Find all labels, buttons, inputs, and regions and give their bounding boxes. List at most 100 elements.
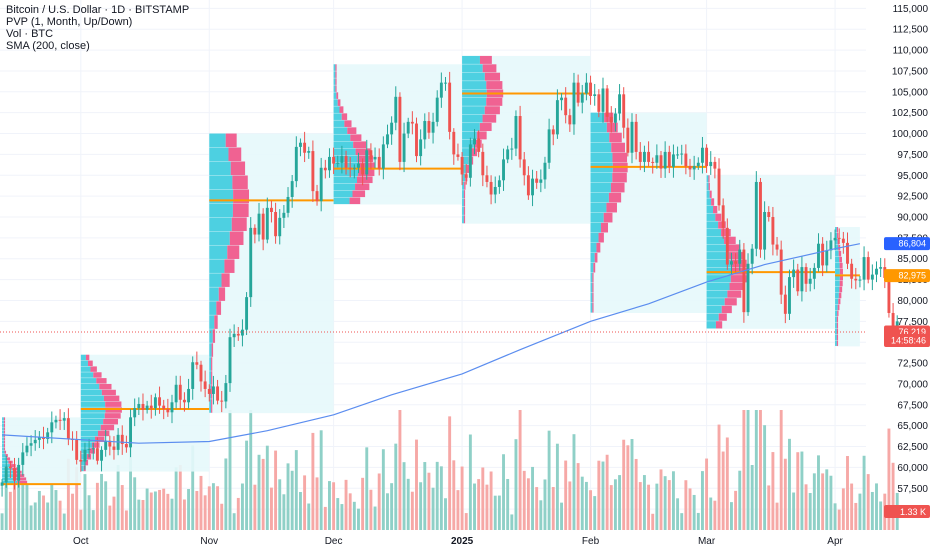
candle-body	[427, 121, 431, 133]
candle-body	[448, 82, 452, 132]
volume-bar	[236, 497, 240, 530]
volume-bar	[75, 466, 79, 530]
volume-bar	[269, 487, 273, 530]
volume-profile-row-up	[835, 340, 837, 346]
volume-bar	[257, 454, 261, 530]
volume-bar	[464, 513, 468, 530]
candle-body	[8, 466, 12, 469]
volume-profile-row-down	[731, 267, 748, 275]
candle-body	[100, 449, 103, 461]
candle-body	[253, 227, 257, 235]
volume-bar	[539, 500, 543, 530]
volume-profile-row-up	[462, 72, 485, 81]
volume-bar	[502, 454, 505, 530]
volume-bar	[348, 493, 352, 530]
volume-profile-row-up	[2, 440, 4, 444]
volume-profile-row-down	[726, 244, 741, 252]
volume-bar	[448, 416, 452, 530]
volume-profile-row-up	[80, 366, 91, 372]
volume-bar	[419, 482, 423, 530]
candle-body	[286, 196, 290, 213]
volume-bar	[402, 462, 406, 530]
volume-profile-row-up	[706, 205, 714, 214]
volume-profile-row-up	[590, 262, 594, 273]
volume-profile-row-up	[706, 182, 709, 191]
volume-profile-row-up	[209, 399, 212, 413]
volume-profile-row-down	[6, 457, 11, 461]
volume-bar	[456, 490, 460, 530]
time-axis-label: Dec	[325, 536, 343, 547]
volume-bar	[817, 455, 820, 530]
volume-profile-row-up	[80, 430, 98, 437]
volume-bar	[439, 466, 443, 530]
volume-bar	[253, 484, 257, 530]
candle-body	[66, 418, 70, 440]
volume-bar	[692, 494, 696, 530]
candle-body	[717, 168, 721, 206]
volume-profile-row-up	[209, 175, 233, 190]
candle-body	[713, 161, 717, 169]
candle-body	[365, 150, 369, 175]
candle-body	[361, 163, 365, 175]
candle-body	[680, 153, 684, 155]
volume-profile-row-up	[706, 267, 732, 275]
volume-bar	[763, 425, 767, 530]
candle-body	[725, 227, 729, 265]
price-axis-label: 115,000	[893, 4, 929, 15]
volume-profile-row-up	[835, 244, 839, 251]
volume-profile-row-up	[80, 378, 97, 384]
volume-bar	[211, 483, 215, 530]
volume-bar	[216, 486, 220, 530]
legend-sma-indicator[interactable]: SMA (200, close)	[6, 40, 90, 52]
candle-body	[373, 156, 377, 160]
volume-profile-row-down	[592, 292, 594, 303]
candle-body	[825, 250, 829, 266]
volume-profile-row-down	[727, 290, 742, 298]
volume-bar	[203, 495, 207, 530]
volume-bar	[779, 410, 783, 530]
candle-body	[754, 181, 758, 249]
legend-volume-indicator[interactable]: Vol · BTC	[6, 28, 54, 40]
volume-bar	[158, 489, 162, 530]
candle-body	[21, 452, 25, 465]
candle-body	[555, 100, 559, 135]
volume-profile-row-up	[209, 287, 219, 301]
candle-body	[352, 167, 356, 169]
candle-body	[33, 439, 37, 444]
candle-body	[800, 267, 804, 292]
candle-body	[655, 155, 659, 163]
volume-profile-row-down	[105, 407, 122, 413]
volume-bar	[410, 491, 414, 530]
volume-bar	[676, 498, 680, 530]
volume-bar	[713, 500, 717, 530]
volume-bar	[792, 492, 796, 530]
volume-bar	[584, 481, 588, 530]
volume-profile-row-down	[225, 133, 237, 148]
candle-body	[419, 139, 423, 157]
legend-symbol[interactable]: Bitcoin / U.S. Dollar · 1D · BITSTAMP	[6, 4, 190, 16]
candle-body	[37, 437, 41, 440]
candle-body	[829, 240, 833, 251]
price-axis: 55,00057,50060,00062,50065,00067,50070,0…	[892, 4, 929, 516]
volume-profile-row-up	[462, 190, 464, 199]
chart-legend: Bitcoin / U.S. Dollar · 1D · BITSTAMP PV…	[6, 4, 189, 52]
volume-bar	[332, 482, 336, 530]
volume-profile-row-up	[462, 164, 467, 173]
volume-profile-row-up	[590, 142, 612, 153]
candle-body	[551, 129, 555, 135]
candle-body	[423, 121, 427, 140]
legend-pvp-indicator[interactable]: PVP (1, Month, Up/Down)	[6, 16, 133, 28]
volume-profile-row-up	[209, 161, 231, 176]
volume-profile-row-down	[836, 322, 839, 329]
volume-profile-row-down	[839, 262, 843, 269]
candle-body	[634, 121, 638, 152]
volume-profile-row-down	[476, 131, 487, 140]
volume-profile-row-down	[611, 142, 626, 153]
candle-body	[858, 279, 862, 281]
candle-body	[514, 116, 518, 149]
volume-bar	[700, 471, 704, 530]
volume-bar	[381, 449, 385, 530]
volume-bar	[812, 473, 816, 530]
candle-body	[174, 384, 178, 403]
